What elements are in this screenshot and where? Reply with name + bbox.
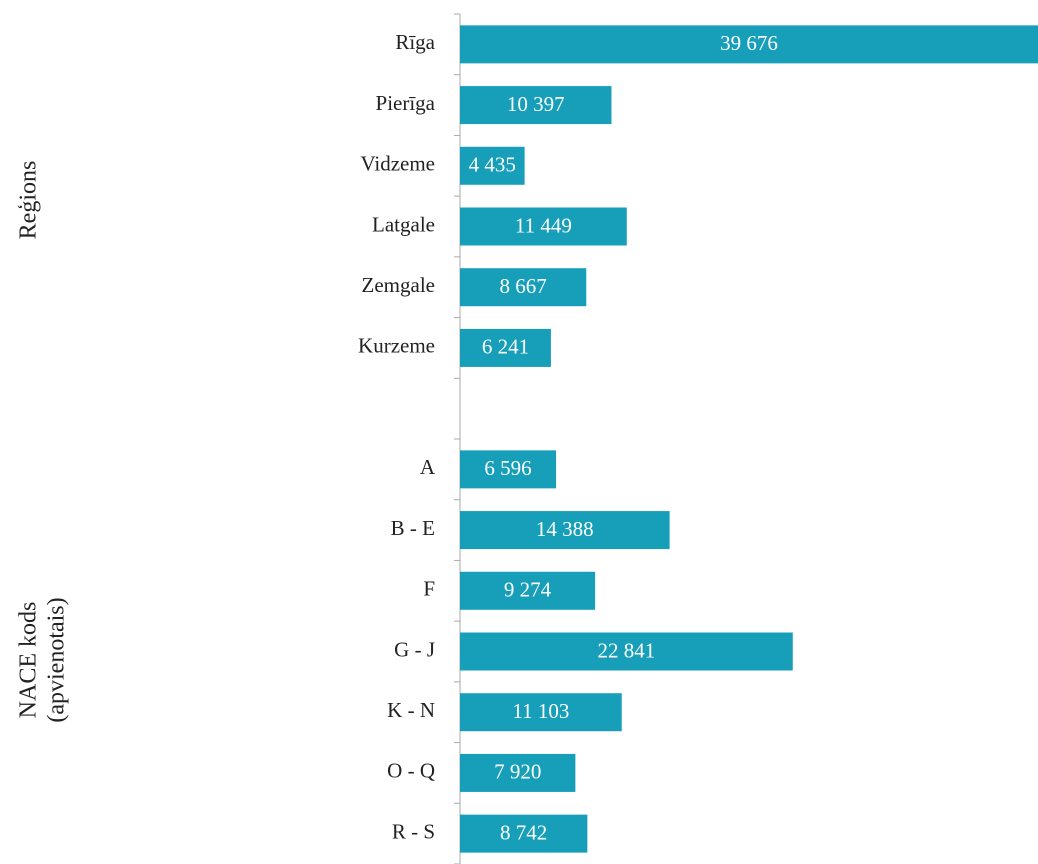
bar bbox=[460, 753, 576, 792]
bar bbox=[460, 693, 622, 732]
category-label: B - E bbox=[391, 516, 435, 540]
category-label: Latgale bbox=[372, 212, 435, 236]
value-label: 4 435 bbox=[469, 153, 516, 177]
category-label: F bbox=[423, 577, 435, 601]
bar bbox=[460, 86, 612, 125]
bar bbox=[460, 146, 525, 185]
value-label: 11 103 bbox=[512, 699, 569, 723]
bar bbox=[460, 25, 1038, 64]
category-label: Rīga bbox=[395, 30, 435, 54]
value-label: 6 596 bbox=[484, 456, 531, 480]
value-label: 39 676 bbox=[720, 31, 778, 55]
value-label: 9 274 bbox=[504, 578, 552, 602]
category-label: R - S bbox=[392, 819, 435, 843]
value-label: 8 742 bbox=[500, 820, 547, 844]
value-label: 6 241 bbox=[482, 335, 529, 359]
value-label: 7 920 bbox=[494, 760, 541, 784]
bar bbox=[460, 571, 596, 610]
bar bbox=[460, 511, 670, 550]
category-label: Kurzeme bbox=[358, 334, 435, 358]
bar bbox=[460, 207, 627, 246]
value-label: 14 388 bbox=[536, 517, 594, 541]
category-label: G - J bbox=[394, 637, 435, 661]
category-label: Zemgale bbox=[362, 273, 435, 297]
value-label: 10 397 bbox=[507, 92, 565, 116]
group-label: (apvienotais) bbox=[44, 597, 70, 722]
value-label: 11 449 bbox=[515, 213, 572, 237]
value-label: 8 667 bbox=[500, 274, 547, 298]
category-label: Vidzeme bbox=[360, 152, 435, 176]
category-label: O - Q bbox=[387, 759, 435, 783]
category-label: Pierīga bbox=[376, 91, 436, 115]
bar bbox=[460, 328, 551, 367]
value-label: 22 841 bbox=[597, 638, 655, 662]
bar bbox=[460, 268, 587, 307]
category-label: A bbox=[420, 455, 436, 479]
bar bbox=[460, 632, 793, 671]
category-label: K - N bbox=[387, 698, 435, 722]
bar bbox=[460, 450, 557, 489]
group-label: Reģions bbox=[16, 161, 42, 240]
group-label: NACE kods bbox=[16, 602, 42, 719]
bar bbox=[460, 814, 588, 853]
